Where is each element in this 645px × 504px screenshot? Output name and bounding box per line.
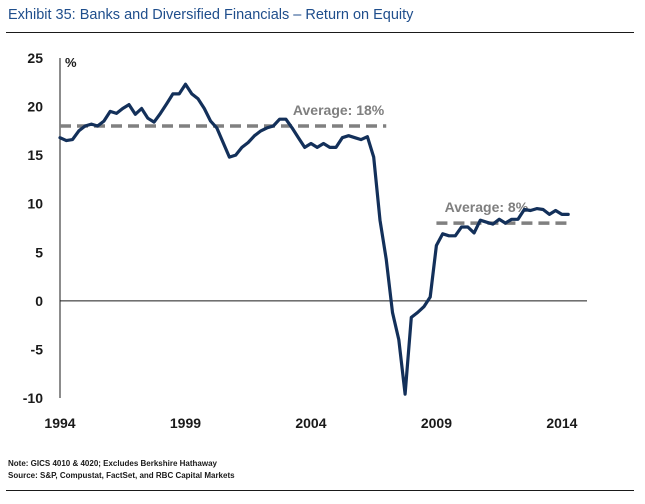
y-tick-label: -10 <box>23 390 43 406</box>
y-tick-label: 0 <box>35 293 43 309</box>
y-tick-label: 15 <box>27 147 43 163</box>
y-tick-label: 5 <box>35 244 43 260</box>
x-tick-label: 2004 <box>295 415 326 431</box>
average-label: Average: 8% <box>445 199 529 215</box>
y-unit-label: % <box>65 55 77 70</box>
x-tick-label: 2014 <box>546 415 577 431</box>
exhibit-title: Exhibit 35: Banks and Diversified Financ… <box>8 7 414 23</box>
footer-divider <box>6 490 634 491</box>
x-tick-label: 1994 <box>44 415 75 431</box>
x-tick-label: 1999 <box>170 415 201 431</box>
x-tick-label: 2009 <box>421 415 452 431</box>
y-tick-label: 20 <box>27 99 43 115</box>
y-tick-label: -5 <box>31 341 44 357</box>
title-divider <box>6 32 634 33</box>
average-label: Average: 18% <box>293 102 385 118</box>
chart-note: Note: GICS 4010 & 4020; Excludes Berkshi… <box>8 459 217 468</box>
y-tick-label: 25 <box>27 50 43 66</box>
chart-source: Source: S&P, Compustat, FactSet, and RBC… <box>8 471 235 480</box>
y-tick-label: 10 <box>27 196 43 212</box>
roe-series-line <box>58 82 570 396</box>
